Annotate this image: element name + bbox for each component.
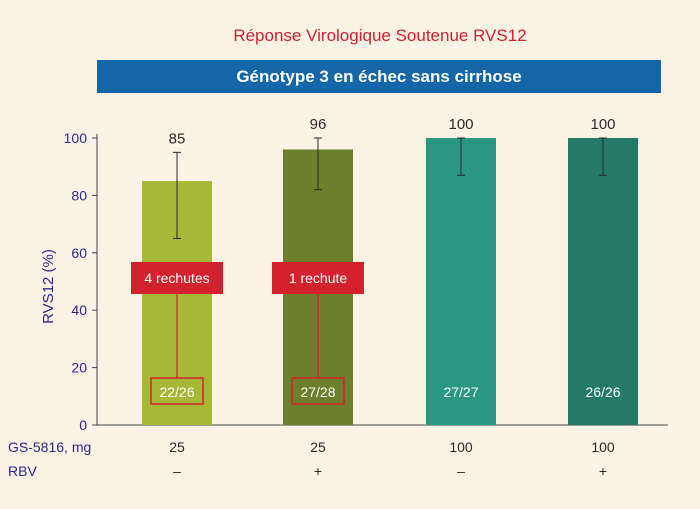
chart-title: Réponse Virologique Soutenue RVS12: [233, 26, 527, 45]
y-tick-label: 60: [71, 245, 87, 261]
row-value: 25: [169, 439, 185, 455]
y-tick-label: 40: [71, 302, 87, 318]
annotation-box: [131, 262, 223, 294]
bar: [426, 138, 496, 425]
annotation-box: [272, 262, 364, 294]
row-label: RBV: [8, 463, 37, 479]
y-tick-label: 80: [71, 187, 87, 203]
row-label: GS-5816, mg: [8, 439, 91, 455]
y-tick-label: 20: [71, 360, 87, 376]
annotation-label: 1 rechute: [289, 270, 348, 286]
row-value: 100: [591, 439, 615, 455]
annotation-label: 4 rechutes: [144, 270, 209, 286]
row-value: 25: [310, 439, 326, 455]
row-value: 100: [449, 439, 473, 455]
chart-subtitle-banner: Génotype 3 en échec sans cirrhose: [97, 60, 661, 93]
y-tick-label: 100: [64, 130, 88, 146]
y-tick-label: 0: [79, 417, 87, 433]
data-label: 100: [448, 116, 473, 133]
row-value: +: [599, 463, 607, 479]
fraction-box: [150, 377, 204, 405]
data-label: 100: [590, 116, 615, 133]
fraction-box: [291, 377, 345, 405]
row-value: –: [173, 463, 181, 479]
fraction-label: 22/26: [159, 384, 194, 400]
row-value: –: [457, 463, 465, 479]
data-label: 96: [310, 116, 327, 133]
row-value: +: [314, 463, 322, 479]
fraction-label: 27/27: [443, 384, 478, 400]
y-axis-label: RVS12 (%): [40, 249, 57, 324]
fraction-label: 26/26: [585, 384, 620, 400]
fraction-label: 27/28: [300, 384, 335, 400]
data-label: 85: [169, 130, 186, 147]
bar: [568, 138, 638, 425]
